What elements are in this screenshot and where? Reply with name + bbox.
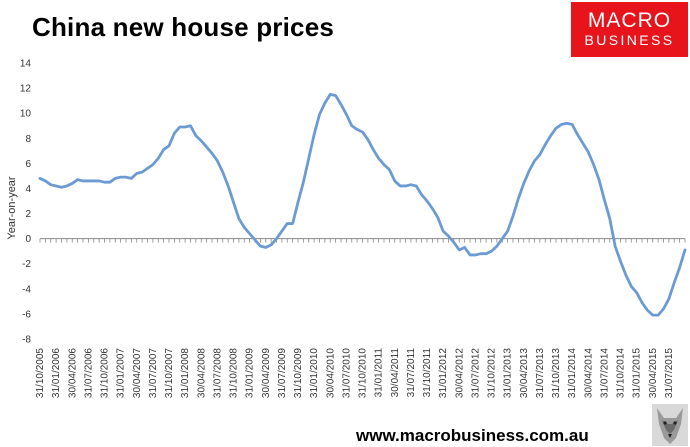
x-tick-label: 31/01/2015 [632,348,643,398]
chart-title: China new house prices [32,12,335,42]
x-tick-label: 30/04/2015 [648,348,659,398]
x-tick-label: 30/04/2012 [454,348,465,398]
x-tick-label: 31/10/2008 [229,348,240,398]
x-tick-label: 31/07/2009 [277,348,288,398]
x-tick-label: 31/01/2008 [180,348,191,398]
x-tick-label: 31/10/2011 [422,348,433,398]
y-tick-label: 4 [25,184,31,195]
x-tick-label: 31/07/2015 [664,348,675,398]
y-tick-label: 2 [25,209,31,220]
logo-line-1: MACRO [587,9,672,32]
x-tick-label: 31/07/2008 [212,348,223,398]
y-tick-label: 6 [25,159,31,170]
x-axis [39,238,686,243]
x-tick-label: 31/01/2006 [51,348,62,398]
x-tick-label: 31/01/2012 [438,348,449,398]
y-axis-label: Year-on-year [6,176,18,240]
x-tick-label: 31/01/2011 [374,348,385,398]
logo-line-2: BUSINESS [584,32,675,48]
series-line [38,92,687,317]
x-tick-label: 31/10/2005 [35,348,46,398]
x-tick-label: 31/01/2009 [245,348,256,398]
y-tick-label: 10 [20,109,32,120]
x-tick-label: 31/07/2011 [406,348,417,398]
x-tick-label: 31/10/2010 [358,348,369,398]
x-tick-label: 30/04/2009 [261,348,272,398]
y-tick-label: 12 [20,84,32,95]
x-tick-label: 30/04/2010 [325,348,336,398]
x-tick-label: 31/01/2014 [567,348,578,398]
y-tick-label: 0 [25,234,31,245]
x-tick-label: 31/07/2014 [599,348,610,398]
series-group [38,92,687,317]
y-tick-label: -8 [22,335,31,346]
y-axis-ticks: -8 -6 -4 -2 0 2 4 6 8 10 12 14 [20,59,32,346]
x-tick-label: 31/01/2007 [116,348,127,398]
x-tick-label: 31/10/2006 [100,348,111,398]
x-tick-label: 30/04/2014 [583,348,594,398]
x-tick-label: 31/10/2013 [551,348,562,398]
x-tick-label: 31/07/2007 [148,348,159,398]
x-tick-label: 30/04/2007 [132,348,143,398]
y-tick-label: 8 [25,134,31,145]
footer-url: www.macrobusiness.com.au [356,426,589,445]
x-tick-label: 31/10/2007 [164,348,175,398]
wolf-logo-icon [652,404,688,446]
x-tick-label: 31/01/2013 [503,348,514,398]
x-axis-ticks: 31/10/2005 31/01/2006 30/04/2006 31/07/2006… [35,348,675,398]
x-tick-label: 30/04/2008 [196,348,207,398]
x-tick-label: 31/07/2013 [535,348,546,398]
x-tick-label: 30/04/2013 [519,348,530,398]
x-tick-label: 31/10/2012 [487,348,498,398]
x-tick-label: 31/01/2010 [309,348,320,398]
y-tick-label: -2 [22,259,31,270]
y-tick-label: -4 [22,284,31,295]
x-tick-label: 31/10/2009 [293,348,304,398]
y-tick-label: 14 [20,59,32,70]
x-tick-label: 30/04/2011 [390,348,401,398]
x-tick-label: 30/04/2006 [67,348,78,398]
x-tick-label: 31/07/2012 [470,348,481,398]
x-tick-label: 31/07/2010 [341,348,352,398]
x-tick-label: 31/07/2006 [83,348,94,398]
macrobusiness-logo: MACRO BUSINESS [571,2,688,57]
y-tick-label: -6 [22,309,31,320]
x-tick-label: 31/10/2014 [616,348,627,398]
